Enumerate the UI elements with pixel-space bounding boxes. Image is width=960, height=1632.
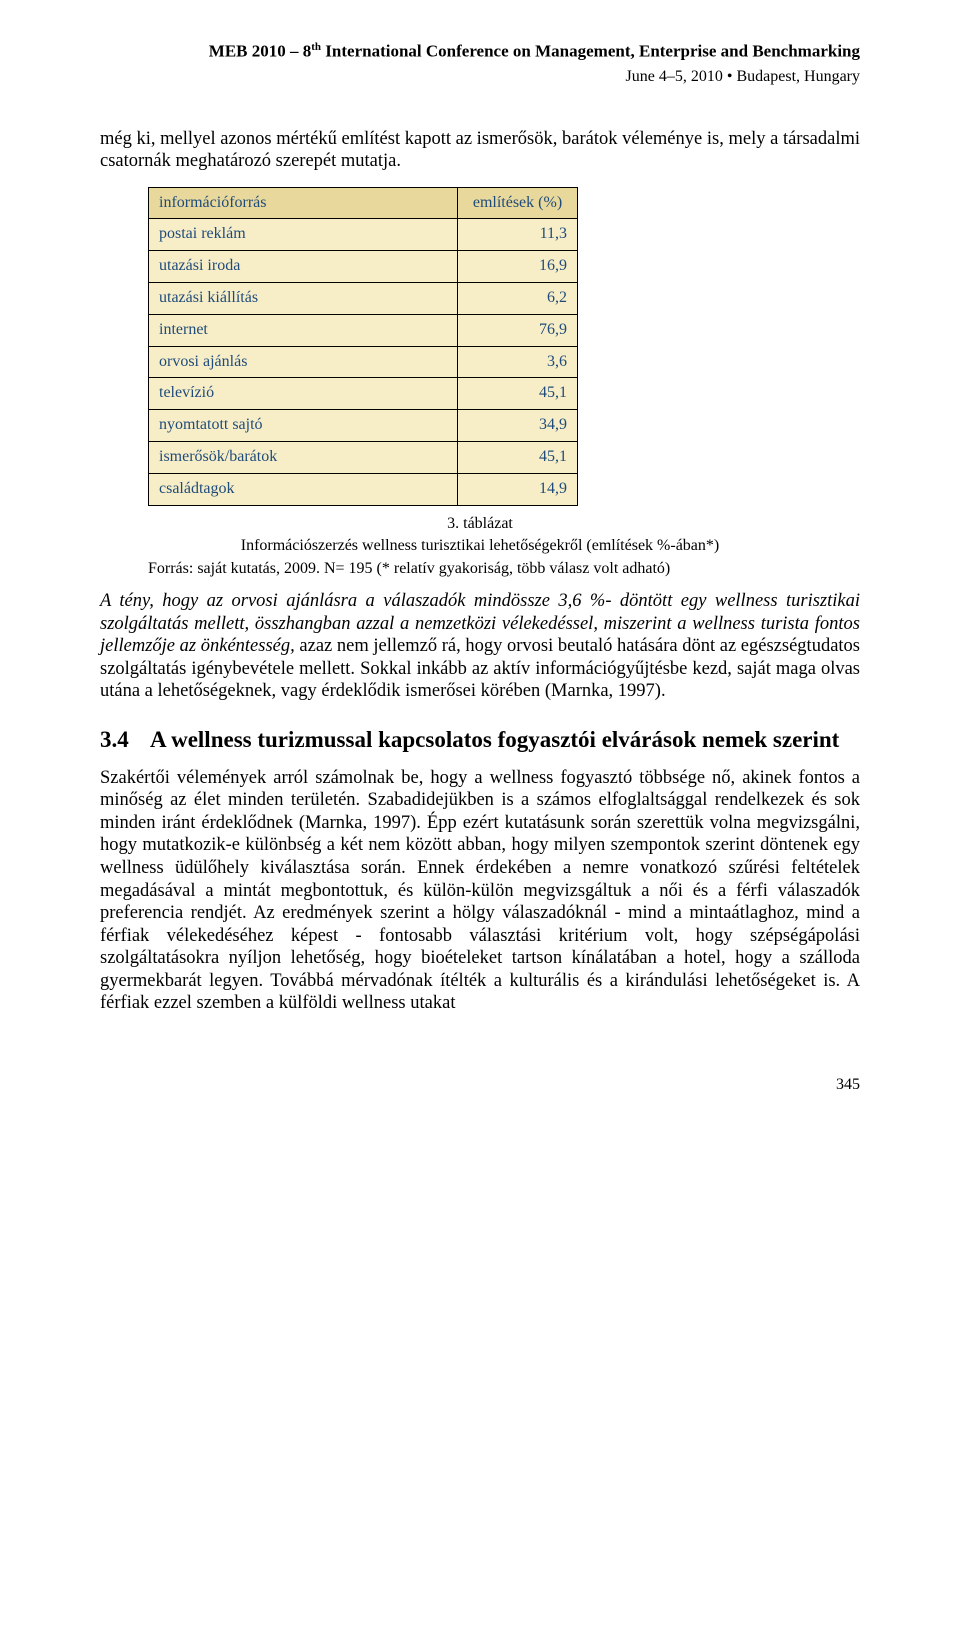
- table-header-row: információforrás említések (%): [149, 187, 578, 219]
- section-number: 3.4: [100, 725, 150, 755]
- table-cell-value: 45,1: [458, 378, 578, 410]
- section-heading: 3.4 A wellness turizmussal kapcsolatos f…: [100, 725, 860, 755]
- table-cell-value: 45,1: [458, 442, 578, 474]
- table-row: postai reklám11,3: [149, 219, 578, 251]
- analysis-italic-span: A tény, hogy az orvosi ajánlásra a válas…: [100, 591, 860, 656]
- conf-prefix: MEB 2010 – 8: [209, 42, 311, 61]
- table-row: családtagok14,9: [149, 473, 578, 505]
- conf-rest: International Conference on Management, …: [321, 42, 860, 61]
- conference-date: June 4–5, 2010 • Budapest, Hungary: [100, 67, 860, 88]
- table-cell-label: internet: [149, 314, 458, 346]
- table-cell-value: 16,9: [458, 251, 578, 283]
- table-row: televízió45,1: [149, 378, 578, 410]
- page-header: MEB 2010 – 8th International Conference …: [100, 40, 860, 88]
- table-cell-value: 34,9: [458, 410, 578, 442]
- conference-title: MEB 2010 – 8th International Conference …: [100, 40, 860, 63]
- table-caption-text: Információszerzés wellness turisztikai l…: [100, 536, 860, 557]
- table-source-line: Forrás: saját kutatás, 2009. N= 195 (* r…: [148, 559, 860, 580]
- section-paragraph: Szakértői vélemények arról számolnak be,…: [100, 767, 860, 1015]
- table-cell-label: televízió: [149, 378, 458, 410]
- table-cell-label: családtagok: [149, 473, 458, 505]
- table-cell-label: postai reklám: [149, 219, 458, 251]
- table-cell-label: utazási iroda: [149, 251, 458, 283]
- table-row: nyomtatott sajtó34,9: [149, 410, 578, 442]
- table-header-col2: említések (%): [458, 187, 578, 219]
- table-cell-value: 11,3: [458, 219, 578, 251]
- table-cell-value: 14,9: [458, 473, 578, 505]
- table-cell-label: utazási kiállítás: [149, 283, 458, 315]
- table-cell-value: 6,2: [458, 283, 578, 315]
- table-row: utazási iroda16,9: [149, 251, 578, 283]
- table-row: orvosi ajánlás3,6: [149, 346, 578, 378]
- table-cell-value: 76,9: [458, 314, 578, 346]
- intro-paragraph: még ki, mellyel azonos mértékű említést …: [100, 128, 860, 173]
- table-header-col1: információforrás: [149, 187, 458, 219]
- table-row: utazási kiállítás6,2: [149, 283, 578, 315]
- table-cell-label: ismerősök/barátok: [149, 442, 458, 474]
- table-cell-label: nyomtatott sajtó: [149, 410, 458, 442]
- analysis-paragraph: A tény, hogy az orvosi ajánlásra a válas…: [100, 590, 860, 703]
- info-sources-table: információforrás említések (%) postai re…: [148, 187, 578, 506]
- table-cell-label: orvosi ajánlás: [149, 346, 458, 378]
- table-cell-value: 3,6: [458, 346, 578, 378]
- table-row: internet76,9: [149, 314, 578, 346]
- conf-sup: th: [311, 41, 321, 53]
- table-row: ismerősök/barátok45,1: [149, 442, 578, 474]
- section-title: A wellness turizmussal kapcsolatos fogya…: [150, 725, 860, 755]
- page-number: 345: [100, 1075, 860, 1096]
- table-caption-number: 3. táblázat: [100, 514, 860, 535]
